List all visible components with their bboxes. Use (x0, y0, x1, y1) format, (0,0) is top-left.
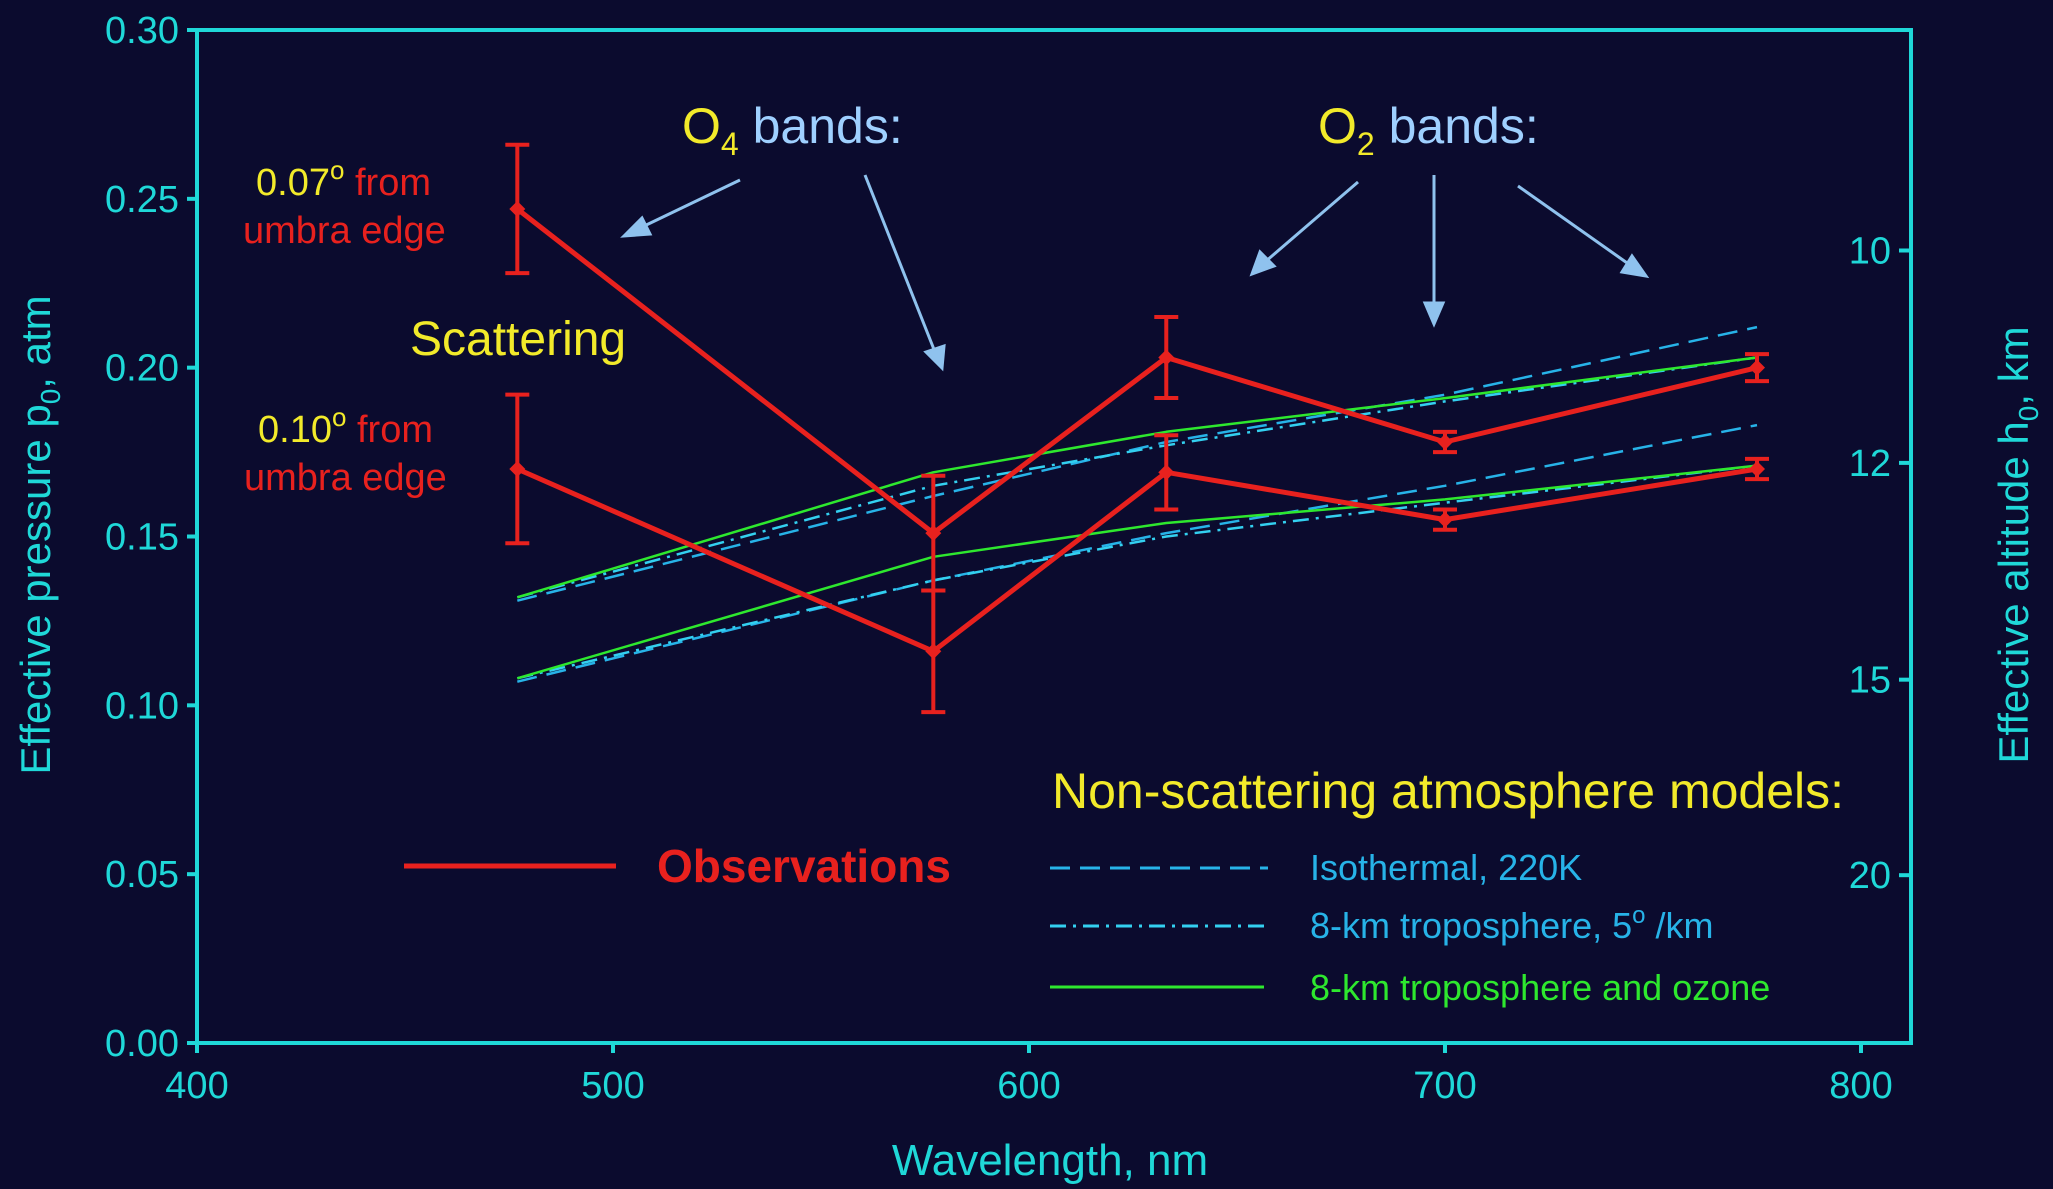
data-point (509, 200, 526, 217)
series-observations-0 (505, 142, 1769, 593)
o2-arrow-right (1517, 184, 1631, 267)
band-arrows (620, 174, 1650, 372)
y-tick-label: 0.25 (105, 179, 179, 221)
y2-tick-label: 10 (1849, 230, 1891, 272)
series-line (516, 464, 1758, 680)
legend-isothermal-label: Isothermal, 220K (1310, 847, 1582, 888)
y-axis-label-sub: 0 (35, 389, 66, 405)
x-tick-label: 700 (1413, 1065, 1476, 1107)
series-observations-1 (505, 392, 1769, 715)
data-point (925, 525, 942, 542)
o2-bands-sub: 2 (1357, 126, 1375, 162)
legend-troposphere-unit: /km (1646, 905, 1714, 946)
o2-bands-o: O (1318, 98, 1357, 154)
x-tick-label: 600 (997, 1065, 1060, 1107)
data-point (1437, 433, 1453, 450)
upper-offset-from: from (344, 162, 431, 204)
y-axis-label-main: Effective pressure p (12, 404, 59, 774)
series-line (516, 356, 1758, 599)
data-point (1749, 359, 1765, 376)
legend-ozone-label: 8-km troposphere and ozone (1310, 967, 1770, 1008)
o2-arrow-left (1264, 180, 1359, 264)
series-line (517, 464, 1758, 680)
y-tick-label: 0.10 (105, 685, 179, 727)
legend-observations-label: Observations (657, 840, 951, 892)
series-layer (505, 142, 1769, 715)
legend-troposphere-degree: o (1632, 902, 1645, 929)
o4-arrow-left-head (620, 215, 653, 238)
lower-offset-degree-sup: o (332, 402, 346, 432)
data-point (509, 460, 526, 477)
lower-offset-line2: umbra edge (244, 457, 447, 499)
upper-offset-line2: umbra edge (243, 210, 446, 252)
y-tick-label: 0.20 (105, 348, 179, 390)
o4-bands-label: O4 bands: (682, 98, 903, 162)
upper-offset-degree-sup: o (330, 155, 344, 185)
lower-offset-line1: 0.10o from (258, 402, 433, 451)
y-axis-label: Effective pressure p0, atm (12, 295, 66, 774)
y-tick-label: 0.00 (105, 1023, 179, 1065)
x-axis-label: Wavelength, nm (892, 1136, 1208, 1185)
y2-tick-label: 15 (1849, 660, 1891, 702)
y-axis-label-unit: , atm (12, 295, 59, 388)
x-tick-label: 800 (1829, 1065, 1892, 1107)
lower-offset-from: from (346, 409, 433, 451)
data-point (1437, 511, 1453, 528)
o2-bands-text: bands: (1375, 98, 1539, 154)
o4-bands-text: bands: (739, 98, 903, 154)
data-point (1158, 464, 1175, 481)
series-ozone-7 (516, 464, 1758, 680)
o4-bands-sub: 4 (721, 126, 739, 162)
x-axis-ticks: 400 500 600 700 800 (165, 1043, 1893, 1107)
series-troposphere-5 (517, 464, 1758, 680)
data-point (925, 643, 942, 660)
y2-tick-label: 12 (1849, 443, 1891, 485)
o4-arrow-left (639, 178, 741, 230)
legend-troposphere-text: 8-km troposphere, 5 (1310, 905, 1632, 946)
o2-bands-label: O2 bands: (1318, 98, 1539, 162)
upper-offset-degrees: 0.07 (256, 162, 330, 204)
scattering-label: Scattering (410, 313, 626, 366)
series-isothermal-3 (517, 423, 1758, 683)
o4-bands-o: O (682, 98, 721, 154)
lower-offset-degrees: 0.10 (258, 409, 332, 451)
series-ozone-6 (516, 356, 1758, 599)
legend-troposphere-label: 8-km troposphere, 5o /km (1310, 902, 1714, 946)
y2-axis-label-sub: 0 (2013, 406, 2044, 422)
o4-arrow-right-head (923, 343, 946, 372)
y2-axis-label-main: Effective altitude h (1990, 421, 2037, 763)
o4-arrow-right (863, 174, 937, 353)
y-axis-ticks: 0.00 0.05 0.10 0.15 0.20 0.25 0.30 (105, 10, 197, 1065)
y-tick-label: 0.15 (105, 517, 179, 559)
y2-axis-label: Effective altitude h0, km (1990, 326, 2044, 763)
y2-tick-label: 20 (1849, 855, 1891, 897)
legend-title: Non-scattering atmosphere models: (1052, 763, 1844, 819)
o2-arrow-middle-head (1422, 301, 1446, 328)
upper-offset-line1: 0.07o from (256, 155, 431, 204)
o2-arrow-right-head (1619, 253, 1650, 279)
y2-axis-label-unit: , km (1990, 326, 2037, 405)
y-tick-label: 0.05 (105, 854, 179, 896)
y2-axis-ticks: 10 12 15 20 (1849, 230, 1911, 897)
x-tick-label: 500 (581, 1065, 644, 1107)
legend: Observations Non-scattering atmosphere m… (404, 763, 1844, 1008)
data-point (1749, 460, 1765, 477)
series-line (517, 423, 1758, 683)
y-tick-label: 0.30 (105, 10, 179, 52)
o2-arrow-left-head (1249, 249, 1277, 277)
x-tick-label: 400 (165, 1065, 228, 1107)
data-point (1158, 349, 1175, 366)
